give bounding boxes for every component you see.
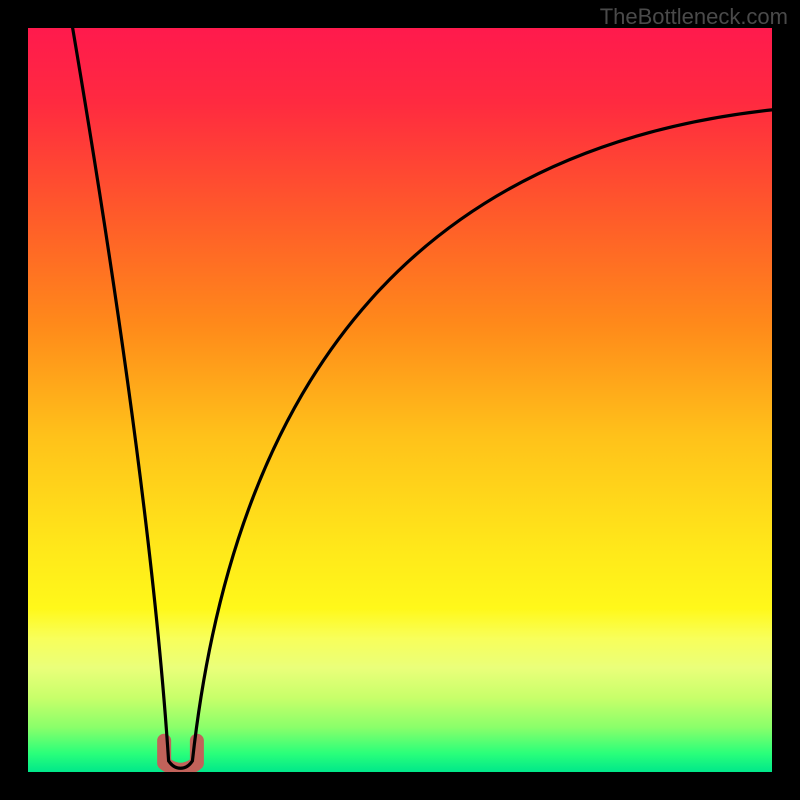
chart-container: TheBottleneck.com bbox=[0, 0, 800, 800]
gradient-background bbox=[28, 28, 772, 772]
watermark-text: TheBottleneck.com bbox=[600, 4, 788, 30]
bottleneck-chart bbox=[0, 0, 800, 800]
